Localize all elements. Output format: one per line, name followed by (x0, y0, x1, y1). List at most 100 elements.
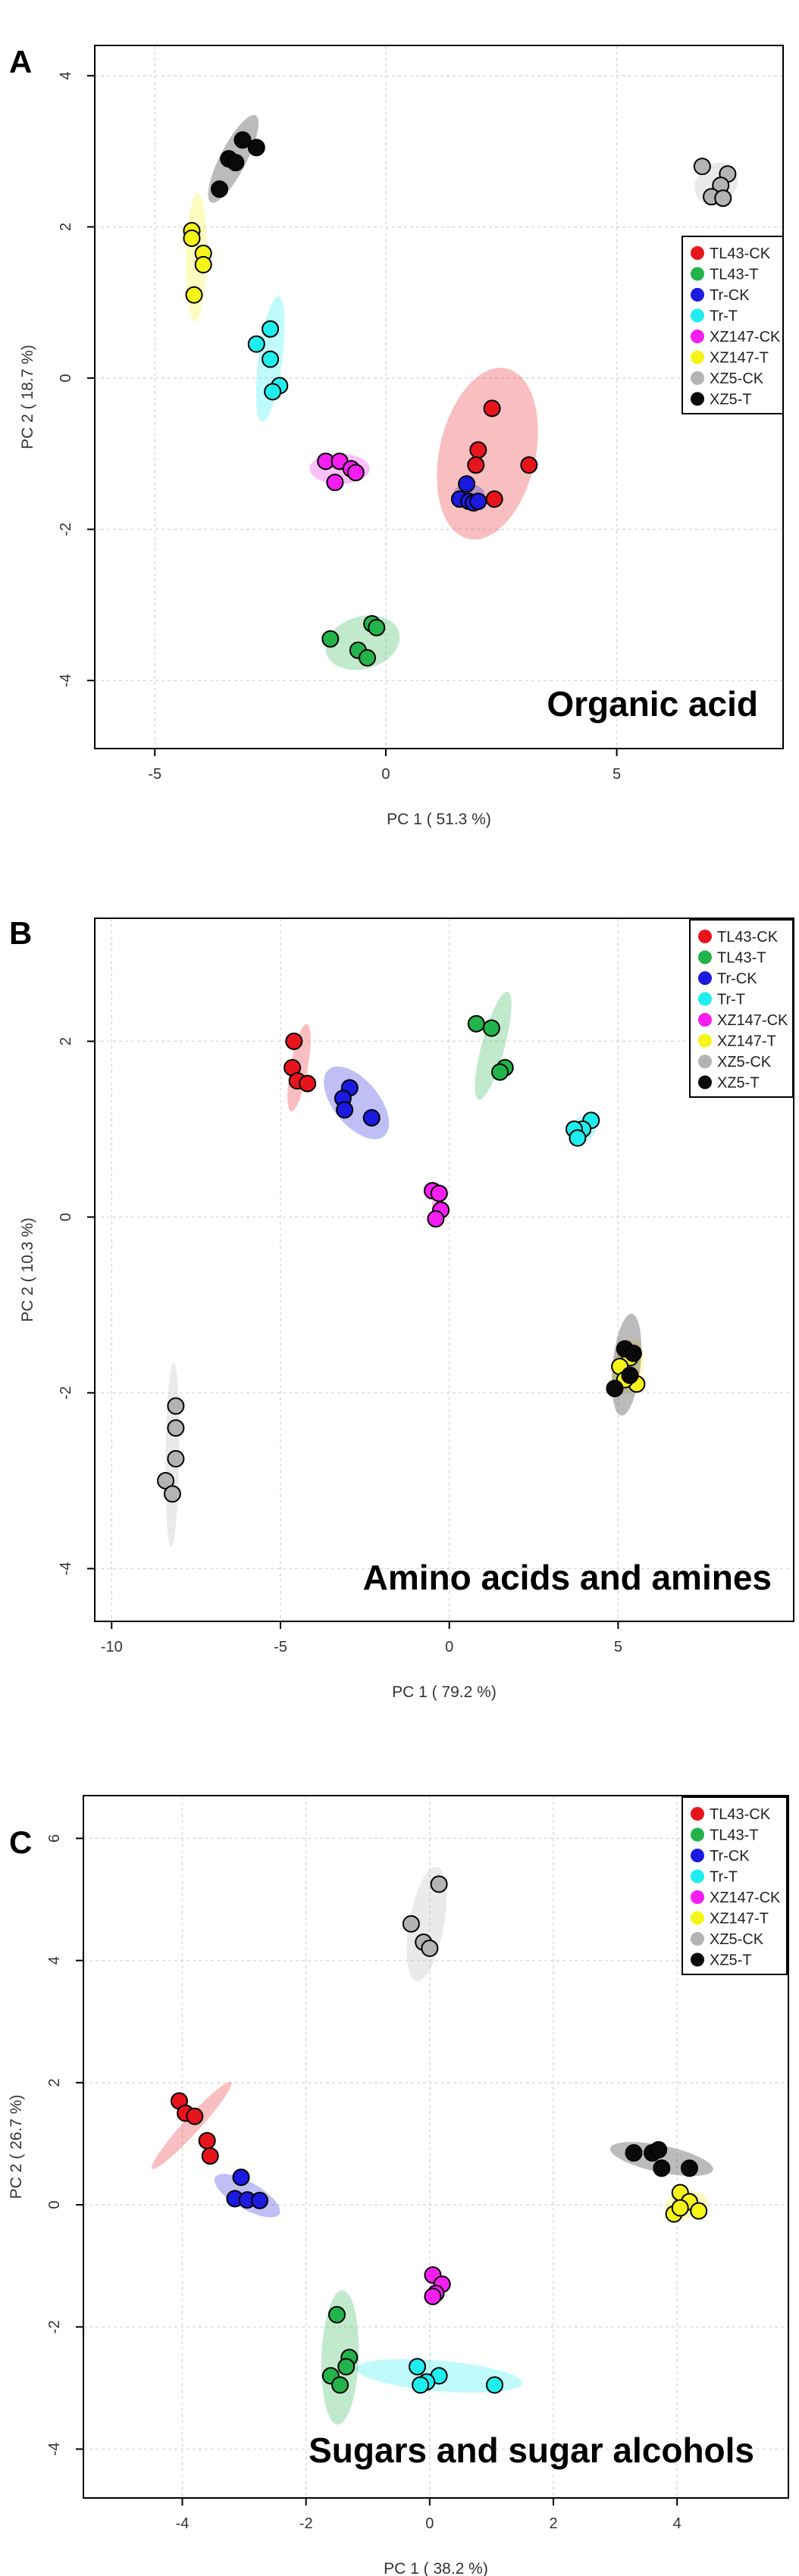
y-tick-label: 0 (46, 2201, 63, 2209)
x-tick-label: 0 (381, 766, 390, 783)
point-tr-ck (469, 492, 487, 511)
legend-label: XZ147-T (717, 1033, 776, 1050)
legend-item-tr-ck: Tr-CK (691, 1848, 750, 1865)
legend-item-xz147-ck: XZ147-CK (691, 329, 781, 345)
y-tick-label: -2 (46, 2320, 63, 2334)
point-tl43-ck (299, 1074, 317, 1093)
legend-label: XZ5-CK (710, 370, 764, 387)
legend-item-xz5-ck: XZ5-CK (691, 370, 764, 387)
panel-letter: B (9, 915, 32, 951)
y-tick-label: -4 (58, 674, 74, 687)
point-tr-t (262, 320, 280, 338)
chart-title: Sugars and sugar alcohols (309, 2431, 754, 2470)
y-tick-label: -2 (58, 1386, 74, 1400)
legend-swatch (691, 267, 704, 281)
point-xz147-t (185, 286, 203, 304)
point-tl43-ck (483, 399, 501, 417)
x-axis-label: PC 1 ( 79.2 %) (392, 1683, 497, 1701)
legend-swatch (691, 246, 704, 260)
x-axis-label: PC 1 ( 38.2 %) (384, 2560, 488, 2576)
data-points (157, 1014, 646, 1503)
point-tr-t (247, 335, 265, 353)
point-tl43-ck (201, 2147, 219, 2165)
point-tl43-ck (469, 441, 487, 459)
point-tl43-t (467, 1014, 485, 1033)
x-tick-label: 0 (445, 1639, 453, 1655)
y-tick-label: 4 (58, 71, 74, 80)
x-tick-label: 0 (425, 2515, 434, 2532)
point-tl43-ck (198, 2131, 216, 2149)
legend-item-xz147-t: XZ147-T (691, 350, 769, 367)
legend-item-xz5-t: XZ5-T (691, 392, 752, 408)
ellipse-tl43-ck (152, 2081, 232, 2169)
legend: TL43-CK TL43-T Tr-CK Tr-T XZ147-CK XZ147-T XZ5… (682, 236, 784, 414)
x-tick-label: -4 (176, 2515, 190, 2532)
point-tr-t (486, 2376, 503, 2394)
legend-label: XZ147-T (710, 1911, 769, 1927)
legend: TL43-CK TL43-T Tr-CK Tr-T XZ147-CK XZ147-T XZ5… (689, 919, 794, 1098)
x-tick-label: -5 (274, 1639, 287, 1655)
legend-swatch (691, 308, 704, 323)
legend-item-tr-t: Tr-T (698, 992, 745, 1008)
y-axis-label: PC 2 ( 18.7 %) (19, 345, 36, 449)
point-xz147-ck (427, 1210, 445, 1228)
y-tick-label: -4 (58, 1562, 74, 1576)
point-xz5-t (606, 1380, 624, 1398)
legend-label: Tr-CK (717, 971, 757, 987)
legend-label: TL43-T (710, 267, 758, 283)
point-xz5-t (227, 154, 245, 172)
point-xz5-ck (167, 1397, 185, 1415)
point-xz5-t (624, 1344, 642, 1362)
point-tl43-ck (467, 456, 485, 474)
point-tl43-ck (485, 490, 503, 508)
point-xz5-t (650, 2141, 668, 2159)
legend-label: XZ5-CK (710, 1931, 764, 1948)
point-xz147-t (671, 2199, 689, 2217)
legend-swatch (698, 1055, 712, 1068)
point-xz5-t (233, 131, 252, 149)
y-tick-label: 4 (46, 1956, 63, 1965)
legend-label: TL43-CK (710, 245, 771, 262)
legend-label: XZ5-T (717, 1075, 760, 1092)
gridlines (95, 45, 783, 749)
point-xz5-ck (430, 1875, 448, 1893)
point-tl43-t (327, 2306, 346, 2324)
point-xz5-ck (693, 158, 711, 176)
point-xz5-ck (167, 1449, 185, 1468)
legend-swatch (698, 930, 712, 943)
gridlines (95, 918, 794, 1621)
legend-item-xz147-ck: XZ147-CK (691, 1890, 781, 1906)
legend-box (682, 236, 784, 414)
legend-item-xz147-t: XZ147-T (698, 1033, 776, 1050)
legend-label: TL43-CK (717, 929, 779, 946)
point-xz147-t (183, 229, 201, 247)
point-xz5-ck (714, 189, 732, 208)
legend-item-tl43-t: TL43-T (691, 1827, 758, 1844)
legend-item-xz5-t: XZ5-T (698, 1075, 760, 1092)
legend-label: XZ147-CK (710, 1890, 781, 1906)
gridlines (83, 1796, 788, 2498)
point-tl43-t (331, 2376, 349, 2394)
legend-swatch (691, 350, 704, 364)
legend-swatch (691, 1932, 704, 1946)
legend-label: TL43-CK (710, 1806, 771, 1823)
legend-swatch (691, 330, 704, 343)
legend-swatch (691, 1869, 704, 1884)
chart-title: Amino acids and amines (363, 1558, 772, 1597)
legend-swatch (691, 1827, 704, 1842)
panel-letter: A (9, 44, 32, 80)
chart-title: Organic acid (547, 684, 758, 724)
legend-label: XZ147-CK (717, 1012, 788, 1029)
panel-letter: C (9, 1824, 32, 1860)
point-xz5-t (211, 180, 229, 199)
legend-swatch (698, 1033, 712, 1048)
point-xz5-t (653, 2159, 671, 2177)
legend-label: XZ147-CK (710, 329, 781, 345)
y-tick-label: 2 (58, 223, 74, 231)
panel-b: B -10 -5 0 5 -4 -2 0 2 PC 1 ( 79.2 %) PC 2 ( 10.3 … (9, 915, 794, 1701)
point-tl43-t (359, 649, 377, 667)
legend-swatch (698, 971, 712, 985)
legend-label: XZ5-T (710, 392, 752, 408)
x-tick-label: 4 (673, 2515, 682, 2532)
legend-label: Tr-T (710, 308, 738, 325)
